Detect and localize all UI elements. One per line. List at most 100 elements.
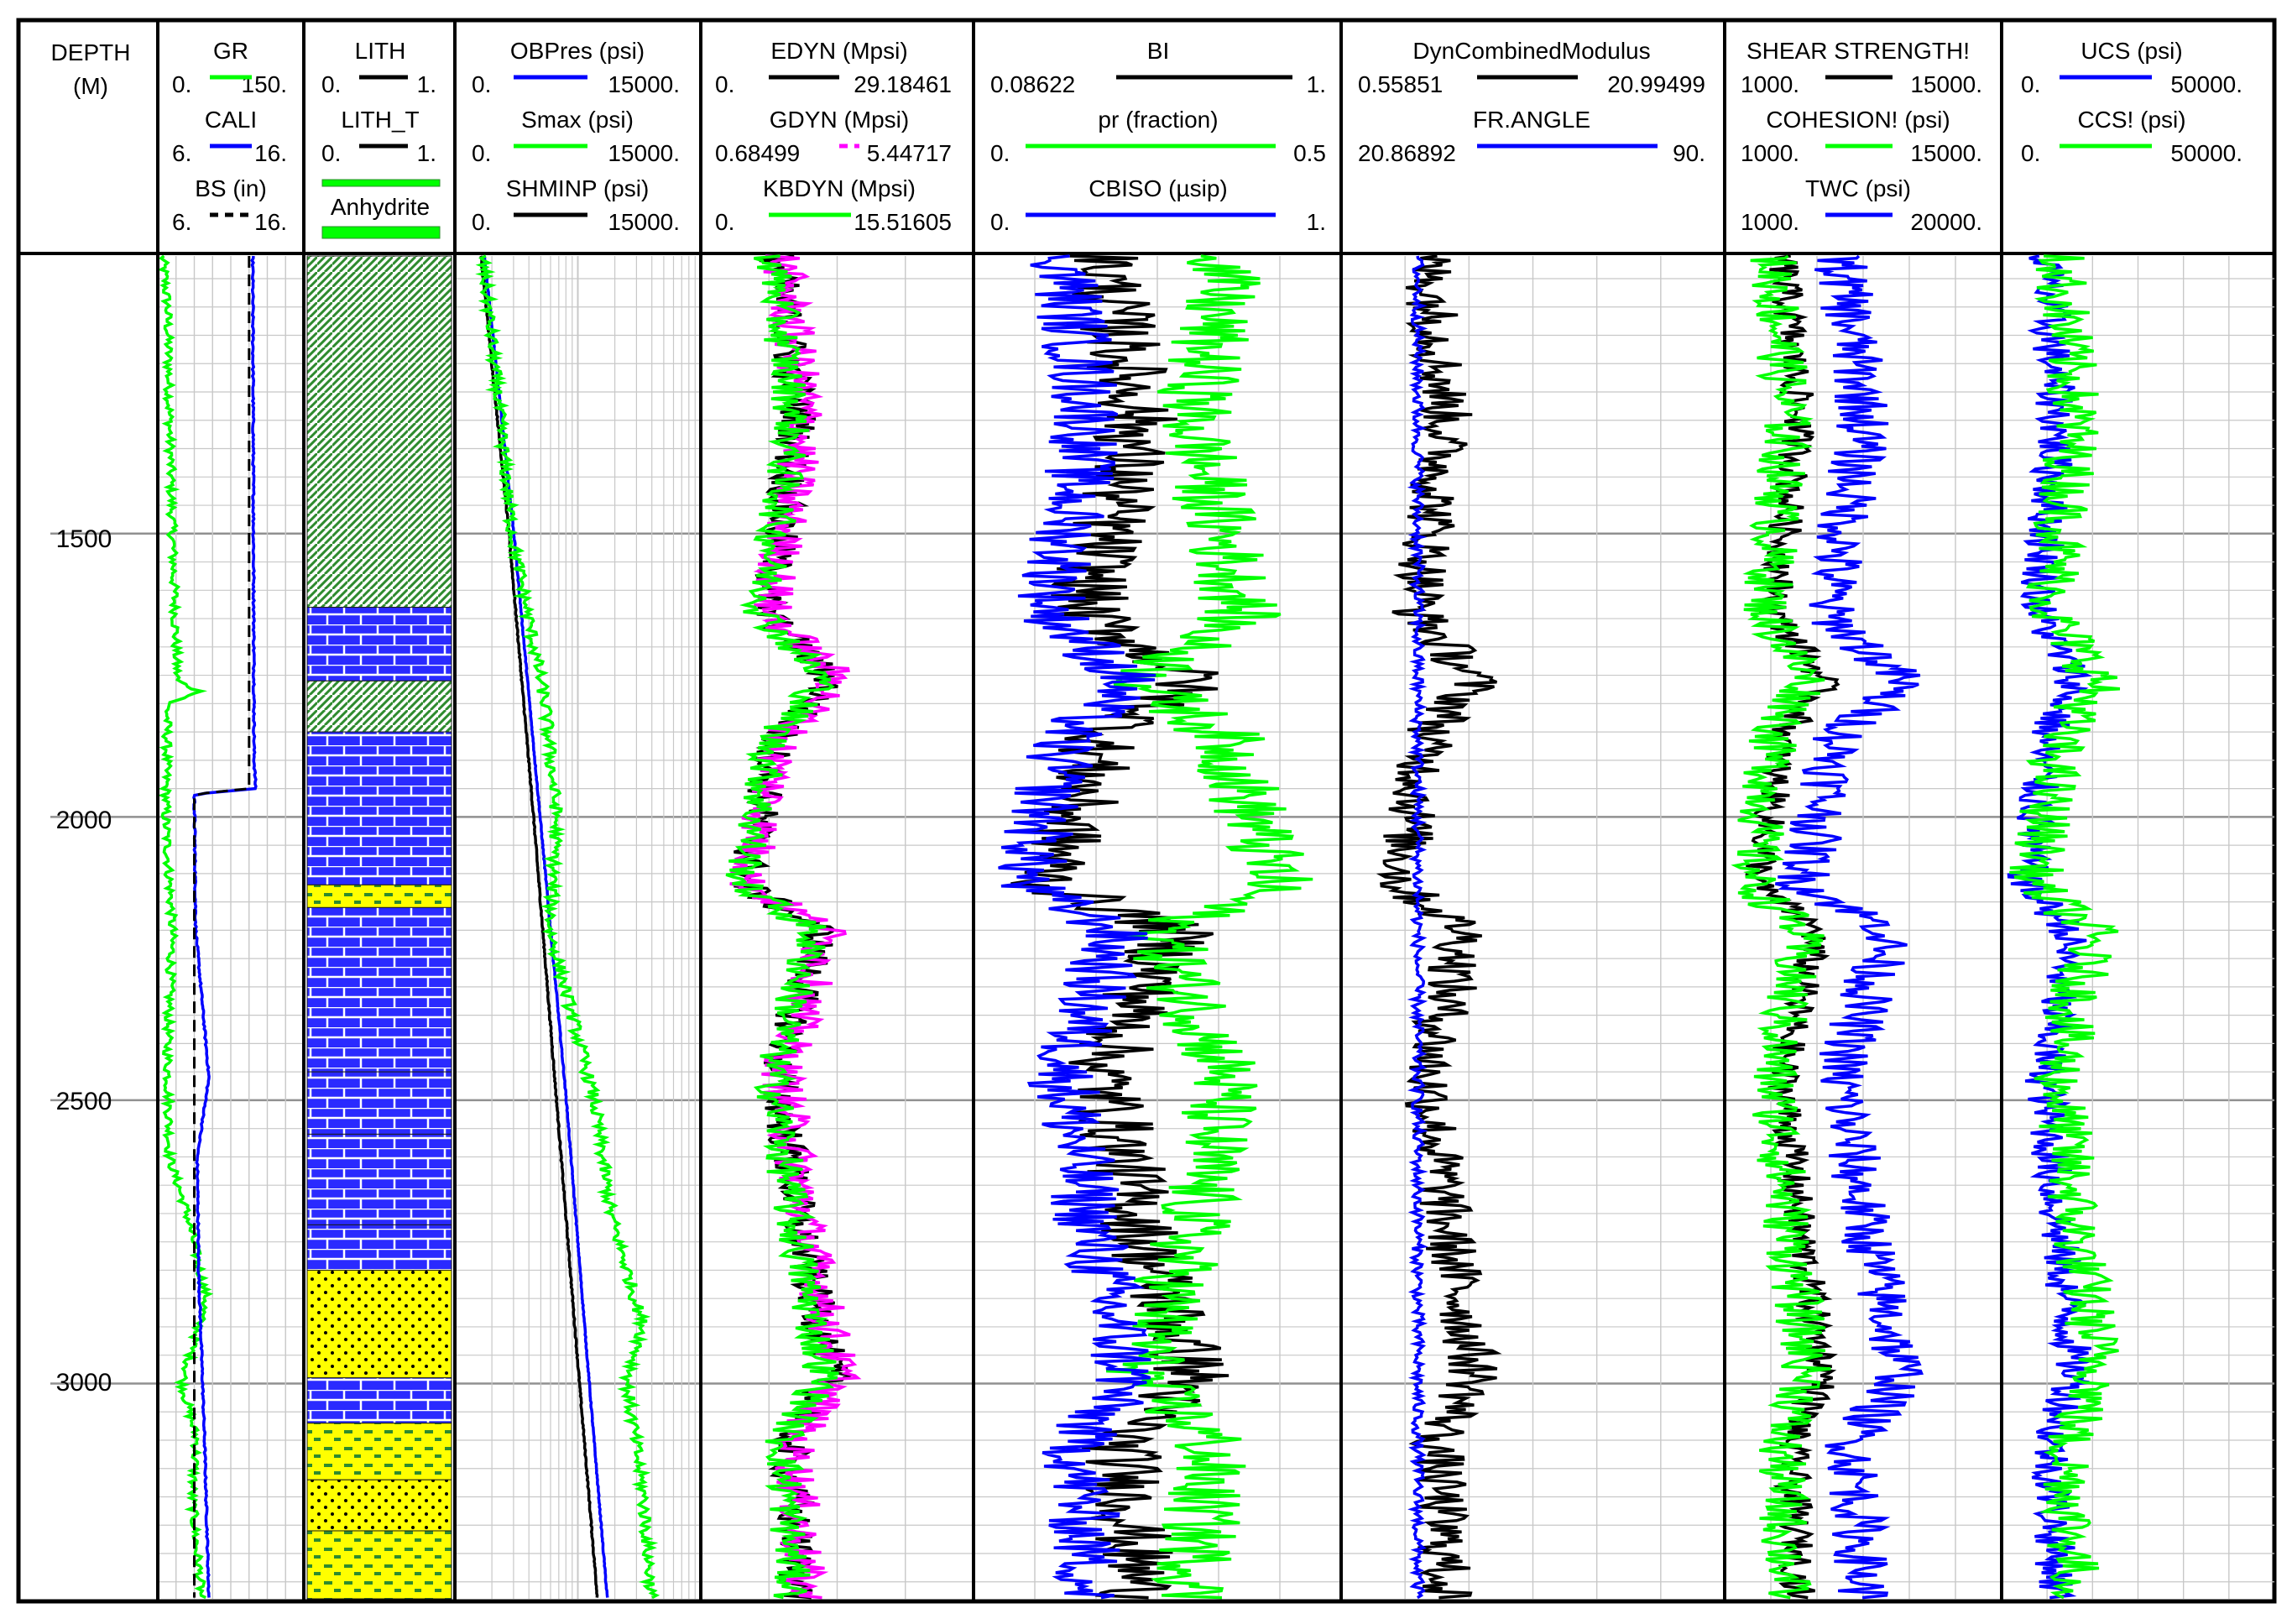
curve-name: GDYN (Mpsi) (770, 107, 909, 133)
lith-interval-sandstone (306, 1479, 452, 1532)
curve-name: KBDYN (Mpsi) (763, 175, 916, 201)
curve-max: 15.51605 (854, 209, 952, 235)
curve-min: 6. (172, 140, 191, 166)
curve-max: 16. (254, 140, 287, 166)
curve-name: BI (1147, 38, 1169, 64)
curve-bs (193, 256, 251, 1598)
curve-name: GR (213, 38, 248, 64)
depth-label: 2000 (56, 807, 112, 834)
curve-name: CBISO (µsip) (1089, 175, 1227, 201)
curve-max: 16. (254, 209, 287, 235)
curve-name: SHMINP (psi) (506, 175, 650, 201)
curve-fr-angle (1407, 255, 1428, 1600)
curve-max: 0.5 (1293, 140, 1326, 166)
curve-min: 20.86892 (1358, 140, 1456, 166)
curve-min: 0.68499 (715, 140, 800, 166)
curve-min: 0. (990, 209, 1010, 235)
curve-name: FR.ANGLE (1473, 107, 1590, 133)
lith-interval-marl (306, 884, 452, 908)
curve-min: 0. (321, 140, 341, 166)
curve-name: Smax (psi) (521, 107, 634, 133)
curve-max: 15000. (608, 140, 680, 166)
lith-interval-limestone (306, 607, 452, 681)
lithology-column (306, 255, 452, 1600)
curve-name: OBPres (psi) (510, 38, 645, 64)
curves-layer (157, 254, 2121, 1600)
curve-max: 90. (1673, 140, 1705, 166)
lith-interval-marl (306, 1423, 452, 1480)
legend-swatch-anhydrite-top (321, 179, 441, 187)
depth-label: 1500 (56, 525, 112, 553)
curve-name: LITH_T (341, 107, 419, 133)
curve-max: 50000. (2170, 140, 2242, 166)
curve-gr (157, 254, 214, 1600)
curve-min: 0. (2021, 140, 2040, 166)
curve-max: 1. (1307, 209, 1326, 235)
grid-layer (50, 256, 2274, 1599)
lith-interval-sandstone (306, 1269, 452, 1379)
lith-interval-limestone (306, 906, 452, 1073)
curve-dyncombinedmodulus (1376, 254, 1502, 1600)
curve-min: 0. (715, 71, 734, 97)
depth-label: 2500 (56, 1088, 112, 1115)
lith-interval-limestone (306, 1224, 452, 1271)
curve-min: 0. (472, 71, 491, 97)
curve-max: 1. (417, 71, 436, 97)
depth-label: 3000 (56, 1369, 112, 1397)
lith-interval-limestone (306, 1071, 452, 1135)
curve-max: 20.99499 (1607, 71, 1705, 97)
curve-max: 29.18461 (854, 71, 952, 97)
curve-max: 15000. (1910, 71, 1982, 97)
legend-item-anhydrite: Anhydrite (331, 194, 430, 220)
curve-min: 0. (2021, 71, 2040, 97)
curve-name: COHESION! (psi) (1766, 107, 1950, 133)
curve-max: 15000. (608, 209, 680, 235)
lith-interval-limestone (306, 731, 452, 885)
lith-interval-limestone (306, 1133, 452, 1225)
curve-min: 1000. (1741, 71, 1799, 97)
legend-line-samples (210, 75, 2152, 217)
curve-max: 1. (1307, 71, 1326, 97)
curve-max: 20000. (1910, 209, 1982, 235)
curve-shear-strength (1745, 254, 1840, 1600)
curve-min: 0. (990, 140, 1010, 166)
curve-min: 0.08622 (990, 71, 1075, 97)
curve-max: 15000. (608, 71, 680, 97)
curve-min: 0. (472, 140, 491, 166)
curve-min: 0.55851 (1358, 71, 1443, 97)
curve-cohesion (1731, 254, 1831, 1600)
curve-kbdyn (725, 254, 839, 1600)
depth-title: DEPTH (51, 39, 131, 65)
curve-max: 1. (417, 140, 436, 166)
lith-interval-shale (306, 680, 452, 733)
legend-swatch-anhydrite-bottom (321, 226, 441, 239)
track-borders (156, 20, 2003, 1601)
lith-interval-marl (306, 1530, 452, 1600)
curve-twc (1775, 254, 1924, 1600)
curve-min: 0. (172, 71, 191, 97)
lith-interval-shale (306, 255, 452, 608)
curve-max: 50000. (2170, 71, 2242, 97)
curve-max: 5.44717 (867, 140, 952, 166)
curve-ucs (2007, 254, 2094, 1600)
curve-min: 0. (472, 209, 491, 235)
curve-min: 6. (172, 209, 191, 235)
curve-bi (1010, 254, 1230, 1600)
curve-name: BS (in) (195, 175, 267, 201)
curve-name: CCS! (psi) (2077, 107, 2185, 133)
depth-unit: (M) (73, 73, 108, 99)
curve-cali (192, 255, 258, 1598)
curve-name: DynCombinedModulus (1412, 38, 1650, 64)
curve-name: EDYN (Mpsi) (770, 38, 907, 64)
curve-cbiso (998, 254, 1156, 1600)
curve-name: pr (fraction) (1098, 107, 1218, 133)
curve-min: 0. (321, 71, 341, 97)
lith-interval-limestone (306, 1377, 452, 1424)
curve-min: 0. (715, 209, 734, 235)
curve-max: 15000. (1910, 140, 1982, 166)
curve-name: TWC (psi) (1805, 175, 1911, 201)
curve-smax (475, 254, 660, 1600)
curve-min: 1000. (1741, 209, 1799, 235)
curve-name: UCS (psi) (2081, 38, 2182, 64)
